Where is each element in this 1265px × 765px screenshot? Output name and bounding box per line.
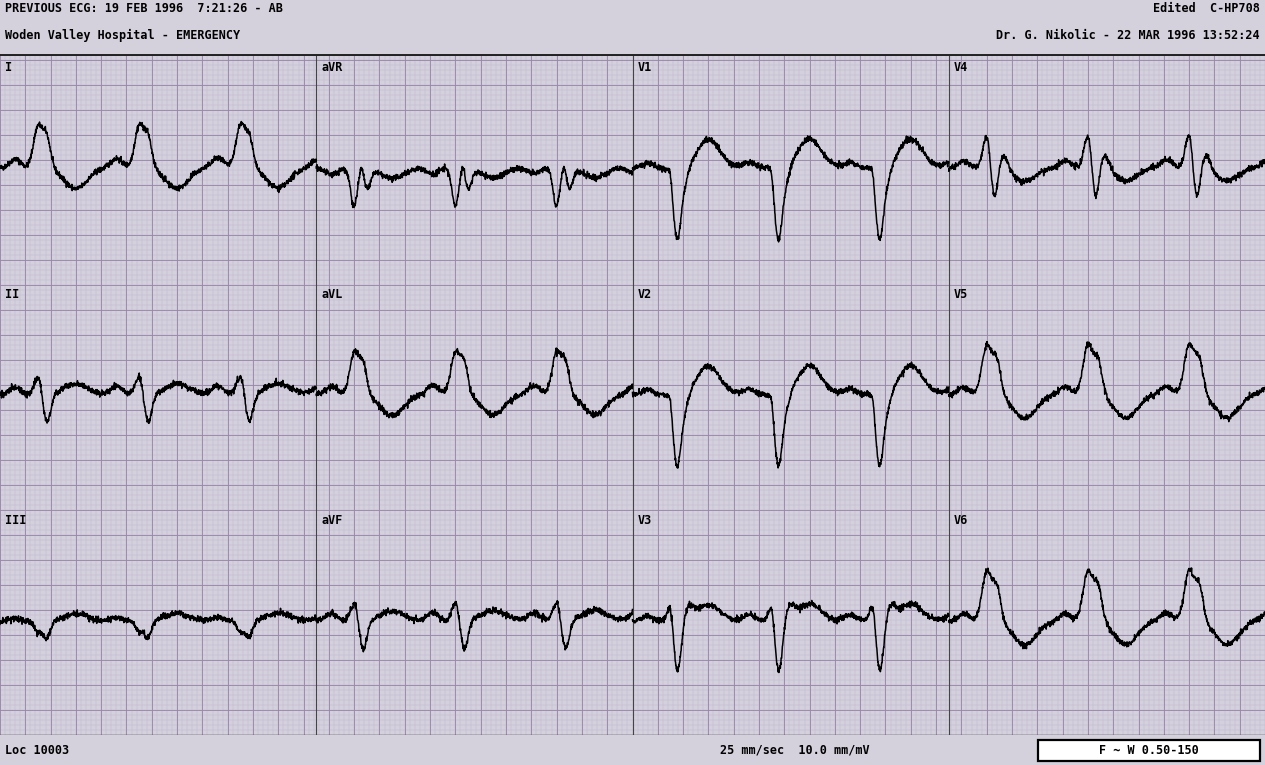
Text: aVF: aVF <box>321 514 343 527</box>
Text: 25 mm/sec  10.0 mm/mV: 25 mm/sec 10.0 mm/mV <box>720 744 869 757</box>
Text: V5: V5 <box>954 288 968 301</box>
Text: Dr. G. Nikolic - 22 MAR 1996 13:52:24: Dr. G. Nikolic - 22 MAR 1996 13:52:24 <box>997 28 1260 41</box>
Text: V1: V1 <box>638 61 651 74</box>
Text: F ~ W 0.50-150: F ~ W 0.50-150 <box>1099 744 1199 757</box>
Bar <box>1039 740 1260 761</box>
Text: Edited  C-HP708: Edited C-HP708 <box>1154 2 1260 15</box>
Text: V3: V3 <box>638 514 651 527</box>
Text: aVL: aVL <box>321 288 343 301</box>
Text: III: III <box>5 514 27 527</box>
Text: Woden Valley Hospital - EMERGENCY: Woden Valley Hospital - EMERGENCY <box>5 28 240 41</box>
Text: V6: V6 <box>954 514 968 527</box>
Bar <box>0 0 1265 55</box>
Bar <box>0 735 1265 765</box>
Text: aVR: aVR <box>321 61 343 74</box>
Text: I: I <box>5 61 13 74</box>
Text: II: II <box>5 288 19 301</box>
Text: PREVIOUS ECG: 19 FEB 1996  7:21:26 - AB: PREVIOUS ECG: 19 FEB 1996 7:21:26 - AB <box>5 2 283 15</box>
Text: V2: V2 <box>638 288 651 301</box>
Text: V4: V4 <box>954 61 968 74</box>
Text: Loc 10003: Loc 10003 <box>5 744 70 757</box>
